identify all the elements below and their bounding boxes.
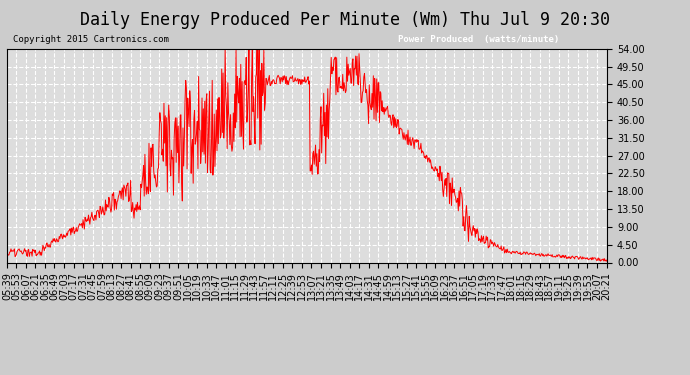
Text: Daily Energy Produced Per Minute (Wm) Thu Jul 9 20:30: Daily Energy Produced Per Minute (Wm) Th…	[80, 11, 610, 29]
Text: Copyright 2015 Cartronics.com: Copyright 2015 Cartronics.com	[13, 36, 169, 45]
